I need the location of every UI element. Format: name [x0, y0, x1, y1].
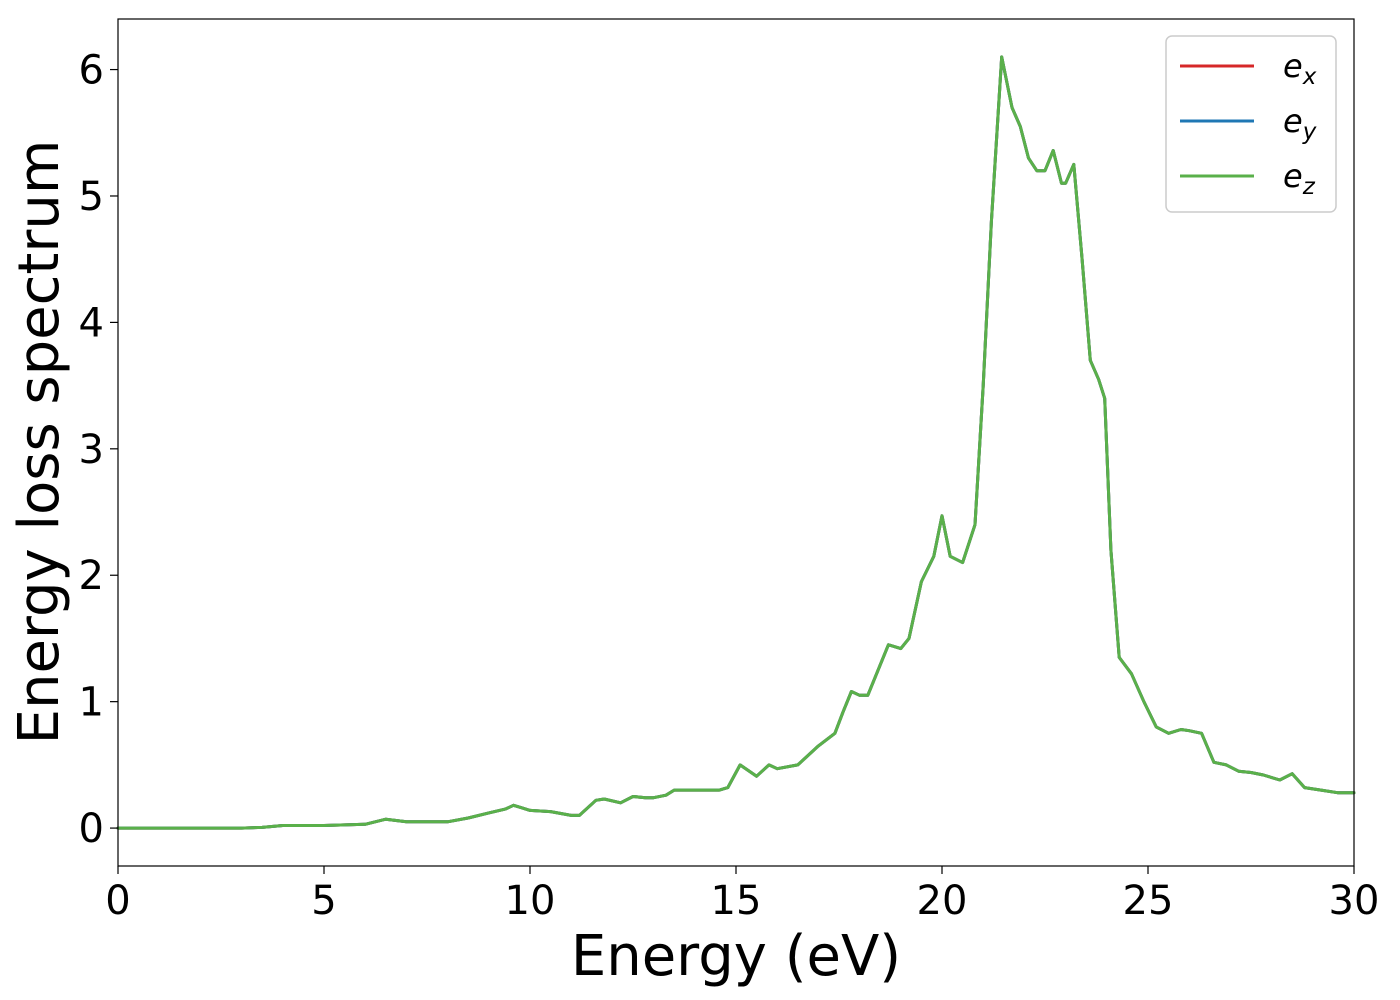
- x-axis-ticks: 0 5 10 15 20 25 30: [105, 866, 1379, 924]
- legend-label-ez: ez: [1283, 157, 1316, 200]
- y-tick-label: 0: [79, 806, 104, 852]
- x-tick-label: 10: [505, 878, 556, 924]
- y-tick-label: 4: [79, 300, 104, 346]
- legend-label-ey: ey: [1283, 102, 1317, 145]
- legend-label-base: e: [1283, 157, 1303, 195]
- legend-label-subscript: x: [1302, 64, 1317, 90]
- legend-label-ex: ex: [1283, 47, 1317, 90]
- x-tick-label: 15: [711, 878, 762, 924]
- y-tick-label: 2: [79, 553, 104, 599]
- y-tick-label: 3: [79, 427, 104, 473]
- y-axis-label: Energy loss spectrum: [7, 140, 72, 745]
- x-tick-label: 25: [1123, 878, 1174, 924]
- legend-label-base: e: [1283, 102, 1303, 140]
- legend-label-subscript: z: [1302, 174, 1316, 200]
- series-layer: [116, 55, 1356, 830]
- y-axis-ticks: 0 1 2 3 4 5 6: [79, 48, 118, 852]
- x-axis-label: Energy (eV): [571, 924, 901, 989]
- y-tick-label: 5: [79, 174, 104, 220]
- x-tick-label: 0: [105, 878, 130, 924]
- legend-box: [1165, 35, 1337, 213]
- legend-label-base: e: [1283, 47, 1303, 85]
- y-tick-label: 1: [79, 680, 104, 726]
- y-tick-label: 6: [79, 48, 104, 94]
- x-tick-label: 20: [917, 878, 968, 924]
- x-tick-label: 30: [1329, 878, 1380, 924]
- series-line-ez: [116, 55, 1356, 830]
- legend-label-subscript: y: [1302, 119, 1317, 145]
- x-tick-label: 5: [311, 878, 336, 924]
